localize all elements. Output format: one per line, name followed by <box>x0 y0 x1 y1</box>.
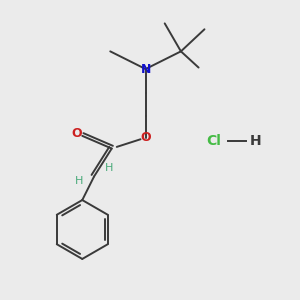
Text: H: H <box>75 176 83 186</box>
Text: O: O <box>72 127 82 140</box>
Text: Cl: Cl <box>206 134 221 148</box>
Text: O: O <box>140 131 151 144</box>
Text: N: N <box>140 62 151 76</box>
Text: H: H <box>105 163 113 173</box>
Text: H: H <box>250 134 262 148</box>
